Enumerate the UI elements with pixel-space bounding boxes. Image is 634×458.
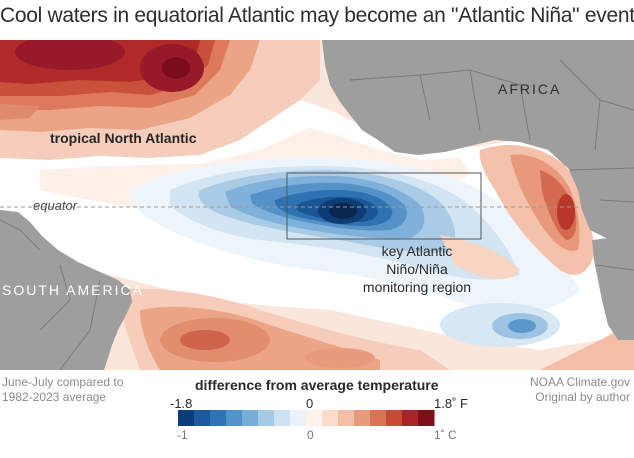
label-monitoring-region: key Atlantic Niño/Niña monitoring region — [362, 243, 472, 295]
label-equator: equator — [33, 198, 78, 213]
monitoring-region-box — [286, 172, 482, 240]
legend-swatch — [242, 410, 259, 426]
legend-c-mid: 0 — [307, 428, 314, 442]
legend-swatch — [226, 410, 243, 426]
anomaly-map-svg — [0, 40, 634, 370]
land-africa — [322, 40, 634, 340]
legend-swatch — [370, 410, 387, 426]
legend-swatch — [274, 410, 291, 426]
legend-c-max: 1˚ C — [434, 428, 457, 442]
legend-title: difference from average temperature — [195, 377, 439, 393]
legend-c-min: -1 — [177, 428, 188, 442]
legend-swatch — [210, 410, 227, 426]
page-title: Cool waters in equatorial Atlantic may b… — [0, 4, 634, 27]
legend-swatch — [194, 410, 211, 426]
legend-colorbar — [178, 410, 435, 426]
south-atlantic-warm-anomaly — [119, 288, 634, 370]
label-south-america: SOUTH AMERICA — [2, 282, 144, 298]
footer-baseline-note: June-July compared to 1982-2023 average — [2, 375, 124, 404]
legend-swatch — [386, 410, 403, 426]
legend-swatch — [258, 410, 275, 426]
legend-f-max: 1.8˚ F — [434, 396, 468, 411]
legend-swatch — [338, 410, 355, 426]
label-tropical-north-atlantic: tropical North Atlantic — [50, 130, 197, 146]
southeast-cool-patch — [440, 303, 560, 347]
north-atlantic-warm-anomaly — [0, 40, 320, 160]
african-coast-warm-anomaly — [440, 145, 595, 280]
footer-credit: NOAA Climate.gov Original by author — [529, 375, 630, 404]
map: tropical North Atlantic equator AFRICA S… — [0, 40, 634, 370]
legend-swatch — [178, 410, 195, 426]
land-south-america — [0, 210, 132, 370]
legend-swatch — [306, 410, 323, 426]
legend-f-min: -1.8 — [170, 396, 193, 411]
legend-swatch — [418, 410, 435, 426]
legend-swatch — [322, 410, 339, 426]
label-africa: AFRICA — [498, 81, 562, 97]
legend-swatch — [290, 410, 307, 426]
legend-swatch — [402, 410, 419, 426]
equatorial-cool-anomaly — [129, 157, 581, 314]
legend-swatch — [354, 410, 371, 426]
legend-f-mid: 0 — [306, 396, 314, 411]
